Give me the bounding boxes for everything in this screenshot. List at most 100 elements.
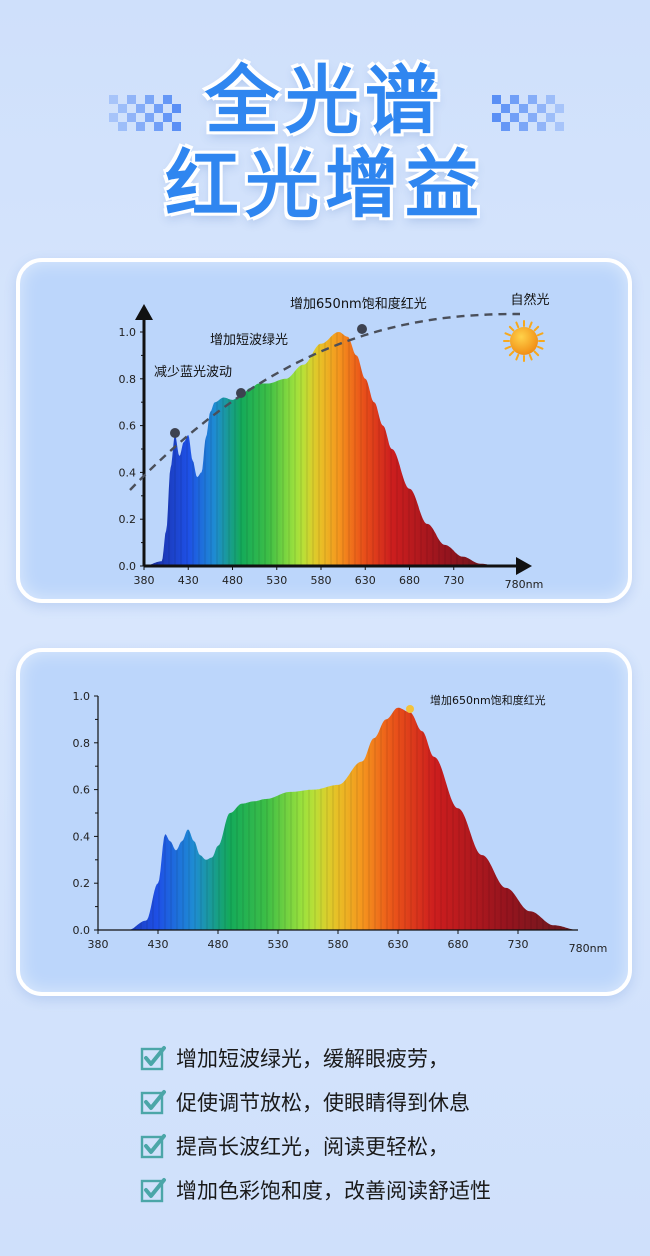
spectrum-chart-1: 0.0 0.2 0.4 0.6 0.8 1.0 380 430 480 530 580 630 680 7… [119,292,550,591]
spectrum-chart-2: 0.0 0.2 0.4 0.6 0.8 1.0 380 430 480 530 580 630 680 7… [73,690,608,955]
x-tick-label: 530 [266,574,287,587]
checker-square [492,95,501,104]
y-axis-arrow [135,304,153,320]
y-tick-label: 0.8 [73,737,91,750]
checkbox-checked-icon [140,1178,166,1203]
annotation-dot [357,324,367,334]
x-tick-label: 630 [355,574,376,587]
checker-square [154,104,163,113]
checker-square [145,113,154,122]
y-tick-label: 0.4 [73,830,91,843]
checker-square [519,104,528,113]
checker-square [118,104,127,113]
checker-square [109,113,118,122]
x-tick-label: 680 [399,574,420,587]
check-mark [144,1178,166,1198]
x-tick-label: 380 [88,938,109,951]
checker-square [537,122,546,131]
x-tick-label: 480 [208,938,229,951]
x-unit-label: 780nm [569,942,608,955]
checker-square [501,104,510,113]
checker-square [145,95,154,104]
x-tick-label: 730 [508,938,529,951]
list-item: 促使调节放松，使眼睛得到休息 [140,1080,491,1124]
y-tick-label: 1.0 [73,690,91,703]
y-tick-label: 0.2 [119,513,137,526]
y-tick-label: 0.0 [73,924,91,937]
x-tick-label: 580 [328,938,349,951]
checkbox-checked-icon [140,1134,166,1159]
checker-square [136,122,145,131]
x-tick-label: 480 [222,574,243,587]
checker-square [528,113,537,122]
checker-square [501,122,510,131]
annotation-dot [236,388,246,398]
annotation-label: 增加650nm饱和度红光 [290,296,427,312]
x-axis-arrow [516,557,532,575]
checker-square [555,104,564,113]
annotation-label: 增加短波绿光 [210,333,288,348]
benefit-text: 增加短波绿光，缓解眼疲劳， [176,1047,449,1071]
checkbox-checked-icon [140,1090,166,1115]
checker-square [528,95,537,104]
spectrum-chart-card-1: 0.0 0.2 0.4 0.6 0.8 1.0 380 430 480 530 580 630 680 7… [16,258,632,603]
checker-square [118,122,127,131]
checker-square [492,113,501,122]
checker-square [163,113,172,122]
y-tick-label: 0.0 [119,560,137,573]
benefit-list: 增加短波绿光，缓解眼疲劳， 促使调节放松，使眼睛得到休息 提高长波红光，阅读更轻… [140,1036,491,1212]
checker-square [127,113,136,122]
list-item: 增加短波绿光，缓解眼疲劳， [140,1036,491,1080]
sun-icon [503,320,545,362]
check-box [140,1179,164,1203]
checkbox-checked-icon [140,1046,166,1071]
checker-square [519,122,528,131]
checker-square [510,95,519,104]
annotation-dot [406,705,414,713]
check-mark [144,1134,166,1154]
checker-square [546,113,555,122]
checker-square [510,113,519,122]
checker-square [109,95,118,104]
x-tick-label: 680 [448,938,469,951]
x-tick-label: 730 [443,574,464,587]
checker-square [136,104,145,113]
benefit-text: 增加色彩饱和度，改善阅读舒适性 [176,1179,491,1203]
checker-square [163,95,172,104]
y-tick-label: 0.6 [119,420,137,433]
y-tick-label: 0.4 [119,466,137,479]
list-item: 提高长波红光，阅读更轻松， [140,1124,491,1168]
checker-square [546,95,555,104]
check-box [140,1135,164,1159]
annotation-dot [170,428,180,438]
x-tick-label: 380 [134,574,155,587]
spectrum-area [98,707,578,930]
x-tick-label: 430 [178,574,199,587]
x-tick-label: 530 [268,938,289,951]
benefit-text: 提高长波红光，阅读更轻松， [176,1135,449,1159]
y-tick-label: 0.6 [73,784,91,797]
x-tick-label: 630 [388,938,409,951]
checker-square [172,122,181,131]
spectrum-chart-card-2: 0.0 0.2 0.4 0.6 0.8 1.0 380 430 480 530 580 630 680 7… [16,648,632,996]
y-tick-label: 1.0 [119,326,137,339]
page-title-line2: 红光增益 [165,142,485,228]
list-item: 增加色彩饱和度，改善阅读舒适性 [140,1168,491,1212]
check-box [140,1047,164,1071]
page-title-line1: 全光谱 [205,58,445,144]
x-unit-label: 780nm [505,578,544,591]
checker-square [555,122,564,131]
benefit-text: 促使调节放松，使眼睛得到休息 [176,1091,470,1115]
x-tick-label: 430 [148,938,169,951]
check-box [140,1091,164,1115]
check-mark [144,1090,166,1110]
y-tick-label: 0.2 [73,877,91,890]
reference-curve-label: 自然光 [510,292,549,308]
y-tick-label: 0.8 [119,373,137,386]
checker-decoration-right [492,95,564,131]
checker-square [537,104,546,113]
checker-square [127,95,136,104]
checker-decoration-left [109,95,181,131]
natural-light-curve [129,312,520,491]
check-mark [144,1046,166,1066]
